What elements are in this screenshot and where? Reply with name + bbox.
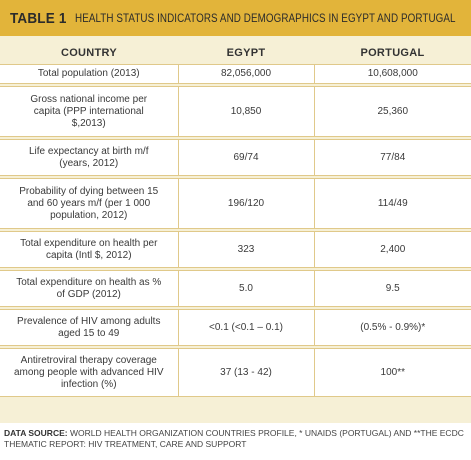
column-header-egypt: EGYPT: [226, 47, 266, 59]
indicator-cell: Total population (2013): [0, 64, 178, 84]
indicator-cell: Antiretroviral therapy coverage among pe…: [0, 348, 178, 397]
table-row: Prevalence of HIV among adults aged 15 t…: [0, 309, 471, 346]
portugal-value-cell: 77/84: [313, 139, 471, 176]
indicator-cell: Total expenditure on health per capita (…: [0, 231, 178, 268]
indicator-cell: Gross national income per capita (PPP in…: [0, 86, 178, 137]
indicator-cell: Life expectancy at birth m/f (years, 201…: [0, 139, 178, 176]
egypt-value-cell: <0.1 (<0.1 – 0.1): [177, 309, 314, 346]
table-number-label: TABLE 1: [10, 9, 67, 27]
portugal-value-cell: 100**: [313, 348, 471, 397]
table-row: Total expenditure on health per capita (…: [0, 231, 471, 268]
indicator-cell: Prevalence of HIV among adults aged 15 t…: [0, 309, 178, 346]
table-row: Antiretroviral therapy coverage among pe…: [0, 348, 471, 397]
portugal-value-cell: 9.5: [313, 270, 471, 307]
table-title: HEALTH STATUS INDICATORS AND DEMOGRAPHIC…: [74, 11, 456, 25]
table-row: Gross national income per capita (PPP in…: [0, 86, 471, 137]
egypt-value-cell: 69/74: [177, 139, 314, 176]
data-source-note: DATA SOURCE: WORLD HEALTH ORGANIZATION C…: [4, 428, 466, 450]
egypt-value-cell: 37 (13 - 42): [177, 348, 314, 397]
data-source-text: WORLD HEALTH ORGANIZATION COUNTRIES PROF…: [4, 428, 464, 449]
portugal-value-cell: 25,360: [313, 86, 471, 137]
egypt-value-cell: 10,850: [177, 86, 314, 137]
table-row: Probability of dying between 15 and 60 y…: [0, 178, 471, 229]
table-header-row: COUNTRY EGYPT PORTUGAL: [0, 44, 471, 62]
column-header-country: COUNTRY: [60, 47, 118, 59]
table-row: Total expenditure on health as % of GDP …: [0, 270, 471, 307]
table-panel: TABLE 1 HEALTH STATUS INDICATORS AND DEM…: [0, 0, 471, 423]
egypt-value-cell: 196/120: [177, 178, 314, 229]
table-row: Total population (2013) 82,056,000 10,60…: [0, 64, 471, 84]
data-source-label: DATA SOURCE:: [4, 428, 68, 438]
table-row: Life expectancy at birth m/f (years, 201…: [0, 139, 471, 176]
egypt-value-cell: 323: [177, 231, 314, 268]
portugal-value-cell: (0.5% - 0.9%)*: [313, 309, 471, 346]
portugal-value-cell: 10,608,000: [313, 64, 471, 84]
health-indicators-table: COUNTRY EGYPT PORTUGAL Total population …: [0, 44, 471, 397]
egypt-value-cell: 5.0: [177, 270, 314, 307]
indicator-cell: Total expenditure on health as % of GDP …: [0, 270, 178, 307]
egypt-value-cell: 82,056,000: [177, 64, 314, 84]
portugal-value-cell: 114/49: [313, 178, 471, 229]
column-header-portugal: PORTUGAL: [360, 47, 425, 59]
portugal-value-cell: 2,400: [313, 231, 471, 268]
table-title-bar: TABLE 1 HEALTH STATUS INDICATORS AND DEM…: [0, 0, 471, 36]
indicator-cell: Probability of dying between 15 and 60 y…: [0, 178, 178, 229]
